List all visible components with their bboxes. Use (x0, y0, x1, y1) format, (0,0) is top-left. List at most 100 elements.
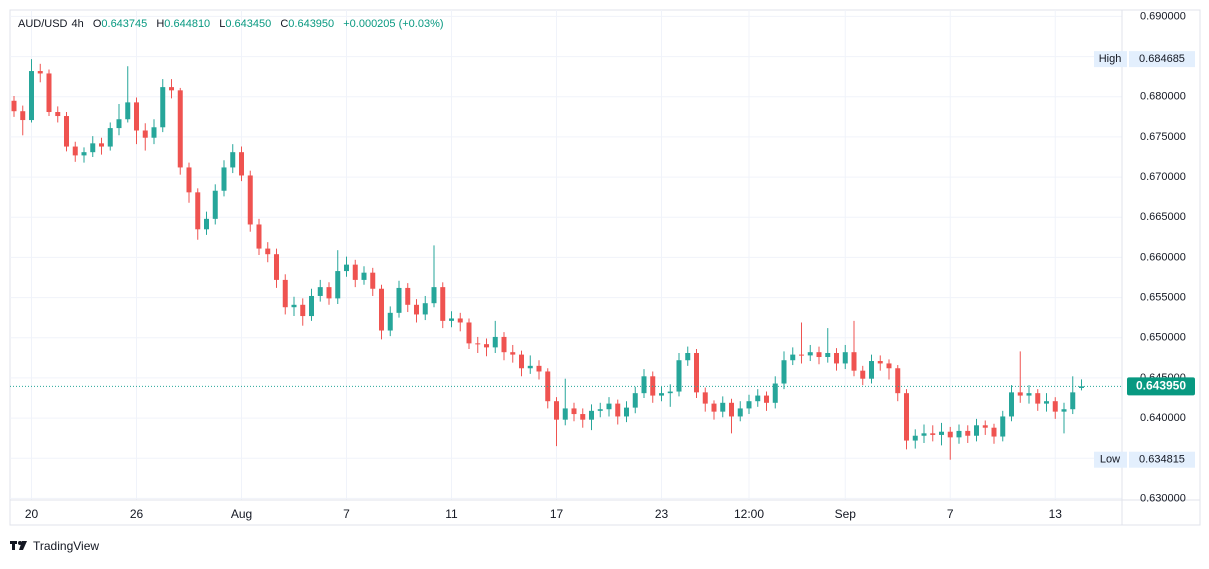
marker-value: 0.634815 (1139, 454, 1185, 466)
candle-body (825, 353, 831, 358)
candle-body (624, 407, 629, 417)
x-tick-label: 17 (550, 507, 564, 521)
candle-body (781, 360, 787, 384)
y-tick-label: 0.660000 (1140, 251, 1186, 263)
candle-body (352, 264, 358, 280)
candle-body (265, 248, 271, 255)
interval: 4h (72, 18, 84, 30)
candle-body (702, 392, 708, 404)
candle-body (46, 73, 52, 113)
low-label: L (219, 18, 225, 30)
x-tick-label: 13 (1049, 507, 1063, 521)
change: +0.000205 (+0.03%) (343, 18, 443, 30)
candle-body (720, 402, 726, 412)
candle-body (81, 152, 87, 156)
high-label: H (156, 18, 164, 30)
x-tick-label: 20 (25, 507, 39, 521)
marker-value-box (1129, 51, 1195, 68)
candle-body (396, 287, 402, 313)
candle-body (11, 100, 17, 112)
candle-body (790, 354, 796, 361)
y-tick-label: 0.680000 (1140, 91, 1186, 103)
y-tick-label: 0.675000 (1140, 131, 1186, 143)
y-tick-label: 0.690000 (1140, 10, 1186, 22)
candle-body (851, 352, 857, 371)
open-label: O (93, 18, 102, 30)
brand[interactable]: TradingView (33, 539, 99, 553)
chart-frame (9, 9, 1201, 526)
candle-body (834, 353, 839, 364)
candle-body (274, 254, 279, 280)
candle-body (912, 435, 918, 441)
candle-body (632, 393, 638, 408)
marker-name-box (1094, 51, 1127, 68)
candle-body (965, 430, 971, 436)
candle-body (125, 102, 131, 120)
candle-body (169, 87, 174, 91)
candle-body (387, 312, 393, 331)
marker-value: 0.684685 (1139, 53, 1185, 65)
candle-body (694, 353, 699, 393)
logo-part (19, 541, 27, 550)
candle-body (501, 336, 507, 353)
candle-body (195, 192, 201, 230)
candle-body (370, 272, 376, 289)
candle-body (64, 116, 69, 147)
candle-body (414, 304, 419, 315)
candle-body (177, 90, 183, 168)
open-value: 0.643745 (101, 18, 147, 30)
candle-body (55, 112, 61, 117)
candle-body (589, 410, 594, 420)
candle-body (982, 425, 988, 428)
x-tick-label: 7 (343, 507, 350, 521)
candle-body (142, 130, 148, 138)
candle-body (204, 218, 209, 230)
candle-body (317, 287, 323, 296)
candle-body (510, 352, 516, 355)
marker-name: High (1099, 53, 1122, 65)
candle-body (816, 352, 822, 358)
candle-body (974, 425, 979, 436)
candle-body (659, 393, 664, 396)
candle-body (711, 403, 717, 412)
close-value: 0.643950 (288, 18, 334, 30)
x-tick-label: 23 (655, 507, 669, 521)
marker-name: Low (1100, 454, 1120, 466)
candle-body (475, 343, 481, 345)
candle-body (449, 318, 454, 321)
candle-body (729, 402, 734, 417)
y-tick-label: 0.655000 (1140, 291, 1186, 303)
candle-body (309, 295, 314, 317)
overlay: 0.6900000.6850000.6800000.6750000.670000… (10, 10, 1195, 521)
x-tick-label: 7 (947, 507, 954, 521)
candle-body (676, 360, 682, 392)
candle-body (151, 127, 157, 138)
legend: AUD/USD 4h O0.643745 H0.644810 L0.643450 … (18, 18, 444, 30)
candle-body (335, 271, 341, 299)
x-tick-label: 11 (445, 507, 458, 521)
candle-body (1035, 393, 1041, 404)
x-tick-label: 26 (130, 507, 144, 521)
candle-body (72, 146, 78, 156)
candle-body (239, 152, 244, 176)
candle-body (991, 427, 997, 437)
candle-body (405, 287, 411, 305)
candle-body (457, 318, 463, 323)
candle-body (939, 431, 944, 435)
candle-body (755, 395, 761, 402)
candle-body (737, 408, 743, 417)
candle-body (282, 279, 288, 308)
candle-body (116, 119, 122, 129)
marker-value-box (1129, 451, 1195, 468)
candle-body (1061, 409, 1067, 412)
candle-body (99, 143, 104, 147)
symbol: AUD/USD (18, 18, 68, 30)
candle-body (107, 128, 113, 147)
candle-body (1079, 386, 1084, 388)
candle-body (20, 111, 26, 121)
candle-body (492, 336, 498, 348)
candle-body (134, 102, 139, 131)
high-value: 0.644810 (164, 18, 210, 30)
last-price-label: 0.643950 (1136, 379, 1186, 393)
candle-body (230, 152, 236, 168)
